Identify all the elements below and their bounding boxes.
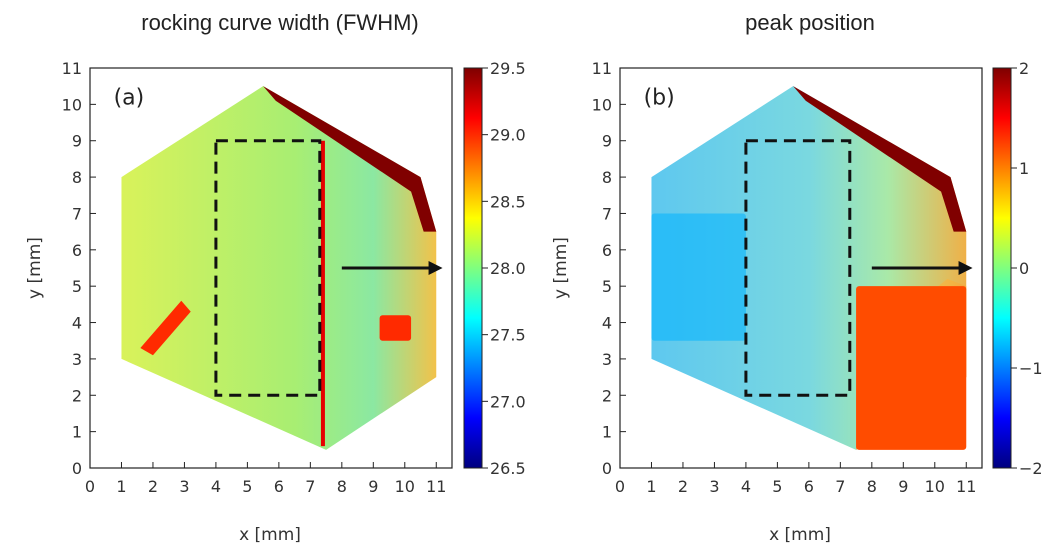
- panel-a-y-axis-label: y [mm]: [25, 237, 45, 299]
- heatmap-feature: [856, 286, 967, 450]
- x-tick-label: 0: [615, 477, 625, 496]
- y-tick-label: 5: [602, 277, 612, 296]
- y-tick-label: 8: [602, 168, 612, 187]
- panel-a-heatmap: [121, 86, 443, 450]
- heatmap-feature: [379, 315, 412, 341]
- y-tick-label: 6: [72, 241, 82, 260]
- x-tick-label: 9: [898, 477, 908, 496]
- heatmap-feature: [263, 86, 437, 232]
- y-tick-label: 0: [602, 459, 612, 478]
- y-tick-label: 3: [72, 350, 82, 369]
- panel-b: peak position (b) 0 1 2 3 4 5 6 7 8 9 10 11 0123456…: [551, 10, 1043, 545]
- x-tick-label: 6: [274, 477, 284, 496]
- y-tick-label: 5: [72, 277, 82, 296]
- y-tick-label: 10: [62, 95, 82, 114]
- panel-a-x-ticks: 0 1 2 3 4 5 6 7 8 9 10 11: [85, 462, 446, 496]
- x-tick-label: 2: [148, 477, 158, 496]
- panel-b-x-axis-label: x [mm]: [769, 525, 831, 545]
- y-tick-label: 4: [72, 314, 82, 333]
- colorbar-tick-label: 28.5: [490, 192, 526, 211]
- y-tick-label: 1: [72, 423, 82, 442]
- y-tick-label: 11: [62, 59, 82, 78]
- y-tick-label: 8: [72, 168, 82, 187]
- x-tick-label: 8: [867, 477, 877, 496]
- y-tick-label: 2: [602, 386, 612, 405]
- panel-a-label: (a): [114, 85, 145, 110]
- y-tick-label: 2: [72, 386, 82, 405]
- colorbar-tick-label: −1: [1019, 359, 1043, 378]
- colorbar-tick-label: 26.5: [490, 459, 526, 478]
- panel-a-x-axis-label: x [mm]: [239, 525, 301, 545]
- panel-b-label: (b): [644, 85, 675, 110]
- x-tick-label: 5: [242, 477, 252, 496]
- panel-a-features: [140, 86, 437, 447]
- y-tick-label: 10: [592, 95, 612, 114]
- panel-a: rocking curve width (FWHM) (a) 0 1 2 3 4 5 6 7 8…: [25, 10, 526, 545]
- x-tick-label: 1: [116, 477, 126, 496]
- panel-b-y-ticks: 0 1 2 3 4 5 6 7 8 9 10 11: [592, 59, 626, 478]
- x-tick-label: 11: [426, 477, 446, 496]
- colorbar-tick-label: 27.5: [490, 326, 526, 345]
- x-tick-label: 4: [211, 477, 221, 496]
- x-tick-label: 0: [85, 477, 95, 496]
- panel-a-arrowhead: [428, 261, 443, 275]
- colorbar-tick-label: 0: [1019, 259, 1029, 278]
- colorbar-tick-label: 29.5: [490, 59, 526, 78]
- x-tick-label: 4: [741, 477, 751, 496]
- panel-a-title: rocking curve width (FWHM): [141, 10, 418, 35]
- x-tick-label: 9: [368, 477, 378, 496]
- x-tick-label: 11: [956, 477, 976, 496]
- colorbar-tick-label: 2: [1019, 59, 1029, 78]
- y-tick-label: 4: [602, 314, 612, 333]
- y-tick-label: 7: [72, 204, 82, 223]
- y-tick-label: 9: [72, 132, 82, 151]
- x-tick-label: 1: [646, 477, 656, 496]
- panel-b-y-axis-label: y [mm]: [551, 237, 571, 299]
- y-tick-label: 11: [592, 59, 612, 78]
- x-tick-label: 6: [804, 477, 814, 496]
- colorbar-tick-label: 29.0: [490, 126, 526, 145]
- y-tick-label: 0: [72, 459, 82, 478]
- x-tick-label: 7: [835, 477, 845, 496]
- colorbar-tick-label: 1: [1019, 159, 1029, 178]
- y-tick-label: 6: [602, 241, 612, 260]
- colorbar-tick-label: 28.0: [490, 259, 526, 278]
- panel-b-colorbar: [992, 67, 1012, 469]
- panel-b-colorbar-ticks: 2 1 0 −1 −2: [1011, 59, 1043, 478]
- heatmap-feature: [793, 86, 967, 232]
- x-tick-label: 7: [305, 477, 315, 496]
- panel-a-colorbar: [463, 67, 483, 469]
- panel-b-title: peak position: [745, 10, 875, 35]
- panel-b-dashed-rectangle: [744, 139, 852, 397]
- panel-b-x-ticks: 0 1 2 3 4 5 6 7 8 9 10 11: [615, 462, 976, 496]
- panel-a-dashed-rectangle: [214, 139, 322, 397]
- y-tick-label: 7: [602, 204, 612, 223]
- x-tick-label: 2: [678, 477, 688, 496]
- x-tick-label: 10: [395, 477, 415, 496]
- panel-a-y-ticks: 0 1 2 3 4 5 6 7 8 9 10 11: [62, 59, 96, 478]
- y-tick-label: 3: [602, 350, 612, 369]
- y-tick-label: 9: [602, 132, 612, 151]
- y-tick-label: 1: [602, 423, 612, 442]
- panel-b-heatmap: [651, 86, 973, 450]
- panel-a-sample-region: [121, 86, 437, 450]
- panel-b-features: [651, 86, 967, 450]
- x-tick-label: 5: [772, 477, 782, 496]
- x-tick-label: 8: [337, 477, 347, 496]
- panel-b-arrowhead: [958, 261, 973, 275]
- panel-a-colorbar-ticks: 26.5 27.0 27.5 28.0 28.5 29.0 29.5: [482, 59, 526, 478]
- heatmap-feature: [140, 300, 191, 356]
- x-tick-label: 3: [179, 477, 189, 496]
- x-tick-label: 3: [709, 477, 719, 496]
- x-tick-label: 10: [925, 477, 945, 496]
- heatmap-feature: [651, 213, 746, 341]
- colorbar-tick-label: 27.0: [490, 392, 526, 411]
- colorbar-tick-label: −2: [1019, 459, 1043, 478]
